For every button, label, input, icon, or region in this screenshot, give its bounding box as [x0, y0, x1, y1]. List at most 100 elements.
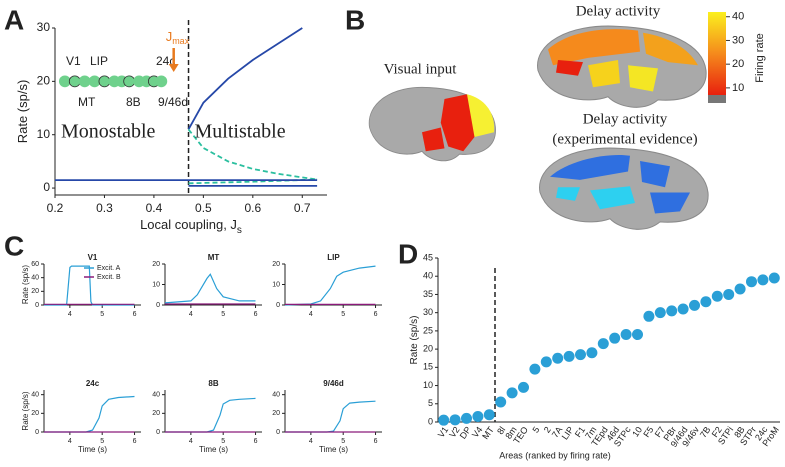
area-label: 8B	[126, 95, 141, 109]
y-tick-label: 10	[37, 127, 51, 141]
x-tick-label: 4	[309, 311, 313, 318]
point	[552, 352, 564, 364]
y-tick-label: 35	[423, 289, 433, 299]
y-tick-label: 30	[37, 20, 51, 34]
x-axis-label-text: Time (s)	[319, 445, 348, 454]
x-tick-label: 0.3	[96, 201, 113, 215]
colorbar-tick-label: 40	[732, 11, 744, 23]
y-tick-label: 45	[423, 252, 433, 262]
y-tick-label: 40	[31, 275, 39, 282]
y-tick-label: 0	[428, 416, 433, 426]
x-tick-label: 8l	[495, 425, 507, 436]
area-label: 9/46d	[158, 95, 188, 109]
y-tick-label: 20	[37, 74, 51, 88]
jmax-arrowhead	[168, 64, 179, 72]
x-tick-label: 4	[189, 438, 193, 445]
subplot-title: MT	[208, 253, 220, 262]
x-tick-label: 5	[100, 438, 104, 445]
area-point	[58, 75, 71, 88]
colorbar-tick-label: 30	[732, 34, 744, 46]
x-tick-label: 6	[254, 438, 258, 445]
x-axis-label: Time (s)	[199, 445, 228, 454]
series-line	[44, 265, 135, 306]
y-tick-label: 20	[152, 261, 160, 268]
point	[586, 347, 598, 359]
point	[734, 283, 746, 295]
x-tick-label: F5	[641, 425, 655, 439]
x-tick-label: 5	[221, 438, 225, 445]
area-point	[88, 75, 101, 88]
x-axis-label: Time (s)	[78, 445, 107, 454]
y-tick-label: 0	[35, 429, 39, 436]
area-point	[155, 75, 168, 88]
point	[700, 296, 712, 308]
area-label: V1	[66, 54, 81, 68]
y-tick-label: 25	[423, 325, 433, 335]
x-axis-label: Local coupling, Js	[140, 218, 242, 236]
x-tick-label: 4	[309, 438, 313, 445]
jmax-text: J	[166, 29, 173, 44]
point	[620, 329, 632, 341]
x-tick-label: 4	[189, 311, 193, 318]
legend-label: Excit. B	[97, 274, 121, 281]
brain-evidence	[538, 147, 709, 230]
point	[711, 290, 723, 302]
point	[597, 338, 609, 350]
x-tick-label: 10	[630, 425, 644, 439]
subplot-title: LIP	[327, 253, 340, 262]
x-axis-label-sub: s	[237, 225, 242, 236]
y-tick-label: 0	[276, 302, 280, 309]
x-axis-label: Areas (ranked by firing rate)	[499, 450, 611, 460]
x-tick-label: 5	[530, 425, 541, 435]
x-tick-label: 6	[133, 438, 137, 445]
y-tick-label: 0	[156, 302, 160, 309]
point	[529, 363, 541, 375]
x-tick-label: F2	[710, 425, 724, 439]
x-tick-label: 6	[133, 311, 137, 318]
point	[677, 303, 689, 315]
y-tick-label: 20	[272, 261, 280, 268]
colorbar	[708, 12, 726, 95]
x-tick-label: F7	[653, 425, 667, 439]
label-delay: Delay activity	[576, 3, 661, 19]
y-axis-label: Rate (sp/s)	[15, 80, 30, 144]
point	[495, 396, 507, 408]
x-tick-label: 5	[341, 311, 345, 318]
y-tick-label: 20	[31, 410, 39, 417]
subplot-title: 8B	[208, 379, 218, 388]
point	[438, 414, 450, 426]
colorbar-tick-label: 10	[732, 82, 744, 94]
point	[723, 288, 735, 300]
x-tick-label: 6	[254, 311, 258, 318]
y-axis-label: Rate (sp/s)	[409, 316, 420, 365]
y-tick-label: 10	[152, 281, 160, 288]
y-tick-label: 20	[423, 343, 433, 353]
point	[757, 274, 769, 286]
jmax-sub: max	[172, 36, 190, 46]
x-tick-label: 4	[68, 311, 72, 318]
label-evidence: (experimental evidence)	[552, 131, 697, 147]
panel-label: A	[4, 4, 24, 35]
y-tick-label: 20	[31, 288, 39, 295]
brain-visual	[368, 86, 497, 162]
series-line	[187, 27, 303, 130]
point	[654, 307, 666, 319]
y-axis-label: Rate (sp/s)	[21, 265, 30, 304]
legend-label: Excit. A	[97, 265, 121, 272]
point	[689, 299, 700, 311]
point	[518, 381, 529, 393]
x-axis-label-text: Time (s)	[199, 445, 228, 454]
x-tick-label: MT	[480, 424, 496, 441]
colorbar-label: Firing rate	[754, 33, 766, 83]
y-tick-label: 10	[272, 281, 280, 288]
point	[643, 310, 655, 322]
subplot-title: V1	[88, 253, 98, 262]
point	[575, 349, 586, 361]
y-axis-label: Rate (sp/s)	[21, 391, 30, 430]
area-label: MT	[78, 95, 96, 109]
point	[563, 350, 575, 362]
y-tick-label: 40	[152, 392, 160, 399]
x-tick-label: 5	[221, 311, 225, 318]
y-tick-label: 0	[35, 302, 39, 309]
